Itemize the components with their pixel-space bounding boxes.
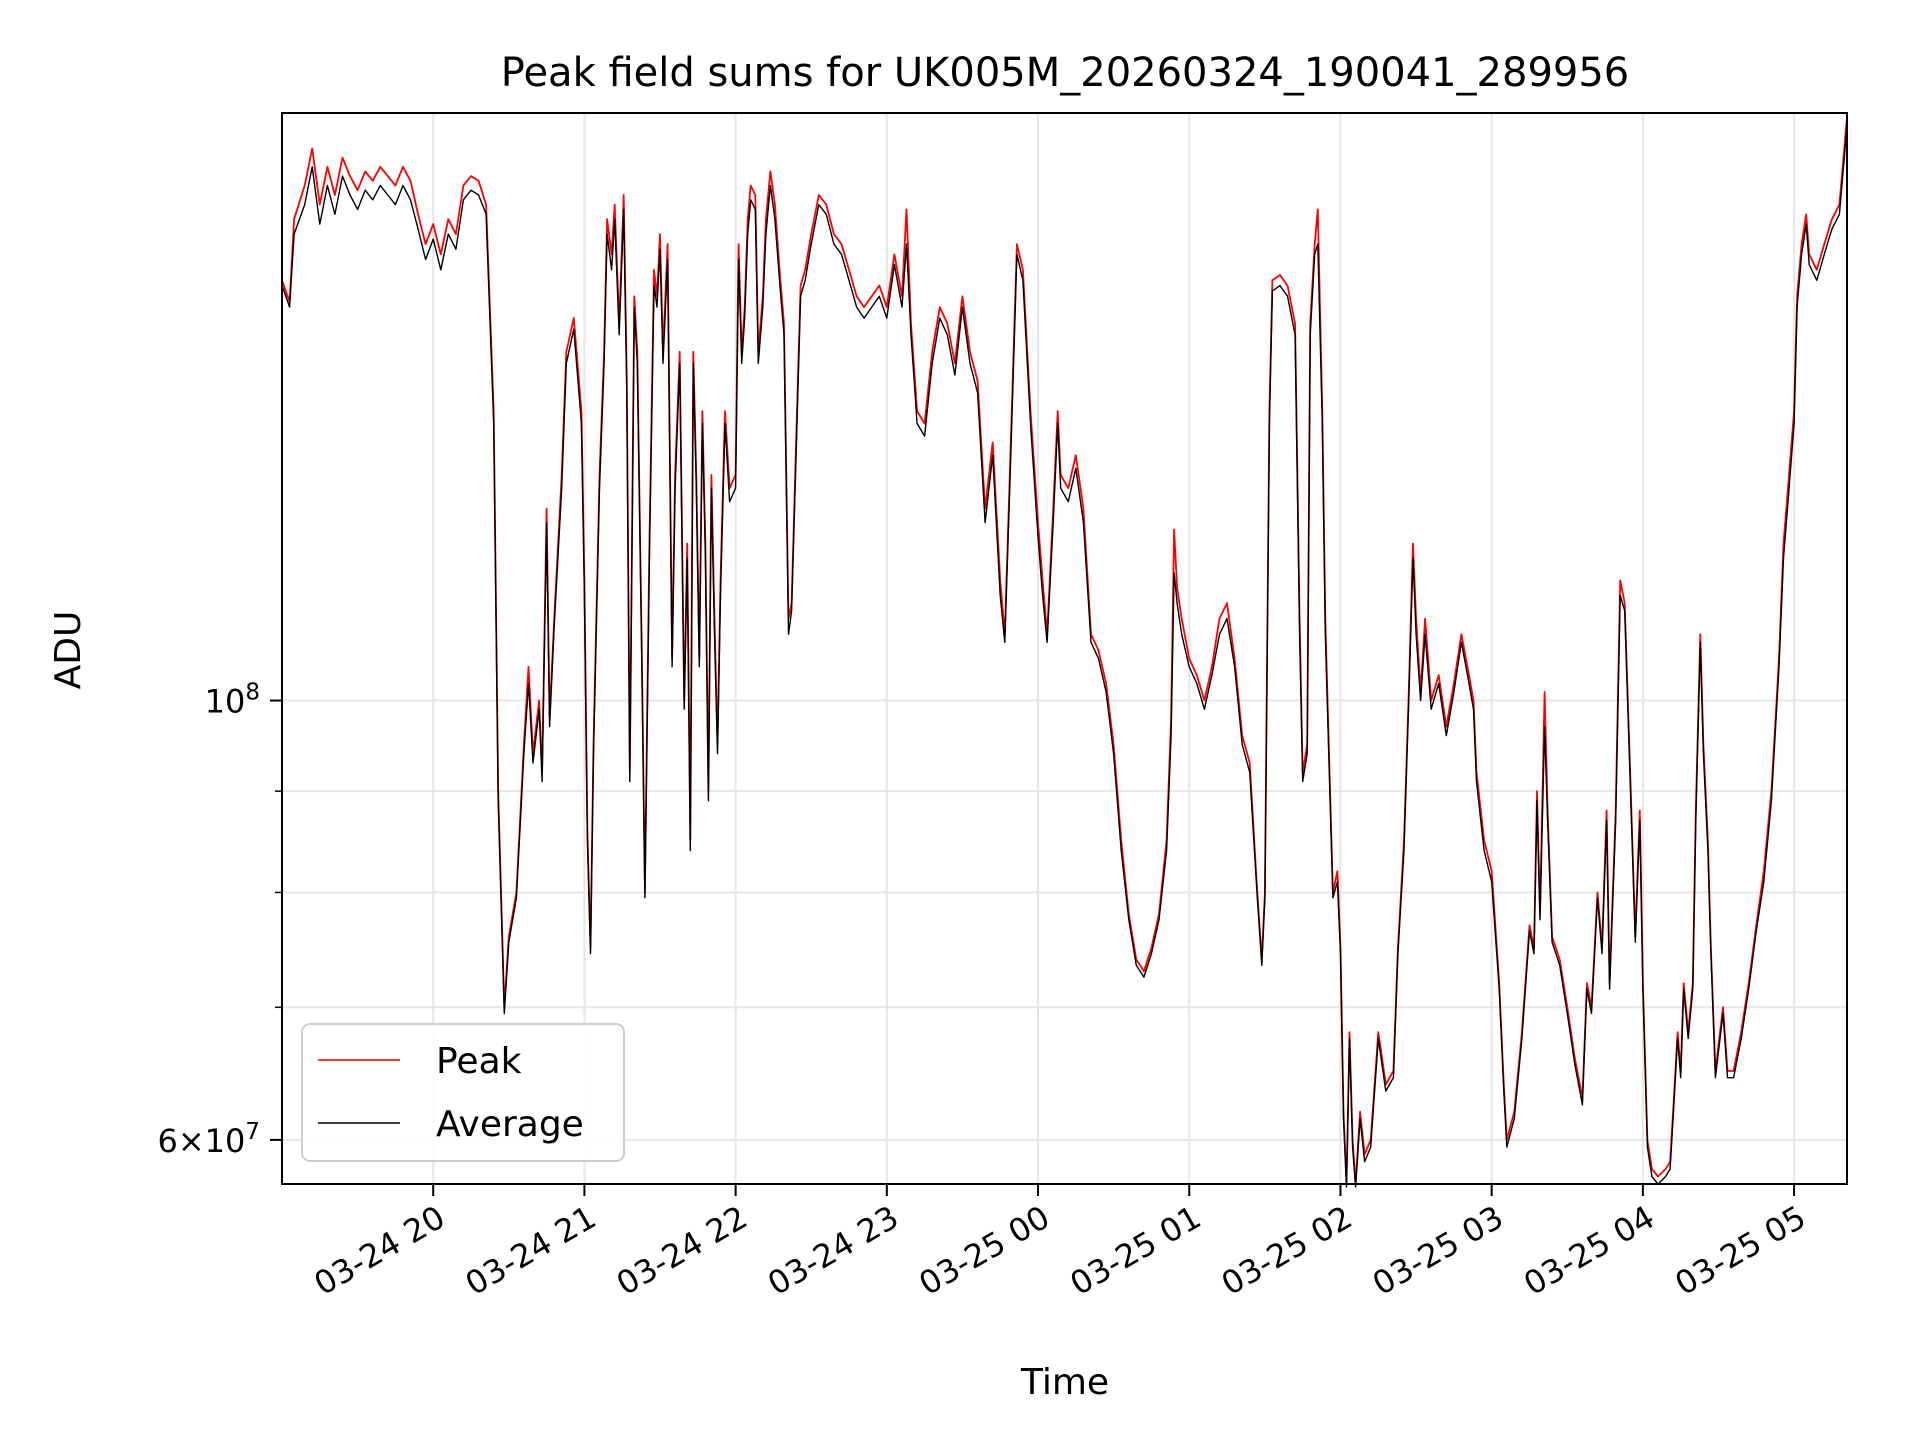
series-line-average [281,126,1848,1188]
plot-frame [281,112,1848,1185]
legend-peak-label: Peak [436,1041,522,1082]
legend: Peak Average [301,1023,625,1162]
y-tick-label: 108 [205,680,260,721]
legend-box [301,1023,625,1162]
y-axis-label: ADU [48,611,89,690]
series-group [281,117,1848,1188]
grid [282,113,1847,1184]
chart-title: Peak field sums for UK005M_20260324_1900… [501,50,1630,96]
y-tick-label: 6×107 [157,1119,260,1160]
legend-average-label: Average [436,1104,584,1145]
y-axis-ticks: 6×107 108 [157,680,282,1160]
x-axis-label: Time [1020,1362,1109,1403]
